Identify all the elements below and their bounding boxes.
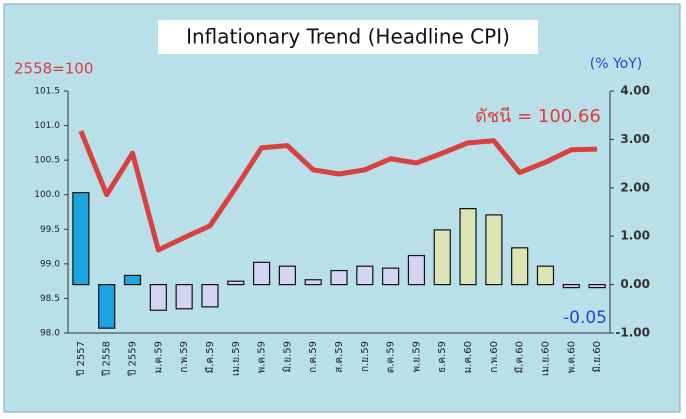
x-tick-label: ม.ค.60	[463, 341, 474, 373]
x-tick-label: ธ.ค.59	[437, 341, 448, 373]
x-tick-label: ส.ค.59	[334, 341, 345, 373]
bar	[382, 267, 400, 286]
y-tick-label: 98.5	[40, 294, 60, 304]
bar	[123, 274, 142, 286]
bar	[175, 284, 193, 310]
bar	[98, 284, 116, 329]
x-tick-label: ก.พ.60	[489, 341, 500, 373]
y-tick-label: 98.0	[40, 329, 60, 339]
y-tick-label: 100.5	[34, 156, 60, 166]
x-tick-label: เม.ย.60	[540, 341, 551, 376]
bar	[459, 208, 477, 286]
y2-tick-label: 1.00	[620, 229, 650, 243]
y2-tick-label: 2.00	[620, 180, 650, 194]
bar	[485, 214, 503, 286]
y-tick-label: 101.0	[34, 121, 60, 131]
x-tick-label: มี.ค.60	[514, 341, 526, 373]
x-tick-label: ปี 2559	[127, 341, 139, 377]
bar	[536, 265, 555, 286]
annotation: ดัชนี = 100.66	[475, 106, 601, 127]
chart-title: Inflationary Trend (Headline CPI)	[186, 25, 510, 49]
background	[3, 3, 681, 413]
bar	[588, 284, 606, 289]
y2-tick-label: 4.00	[620, 84, 650, 98]
x-tick-label: ปี 2558	[101, 341, 113, 377]
bar	[433, 229, 451, 286]
x-tick-label: พ.ย.59	[411, 341, 422, 373]
x-tick-label: มิ.ย.60	[592, 341, 603, 373]
x-tick-label: ปี 2557	[75, 341, 87, 377]
line	[78, 130, 598, 253]
x-tick-label: ต.ค.59	[386, 341, 397, 373]
bar	[330, 269, 348, 286]
bar	[511, 247, 529, 286]
annotation: -0.05	[563, 308, 607, 328]
y-axis-label: 2558=100	[14, 60, 93, 78]
x-tick-label: ก.ย.59	[360, 341, 371, 372]
title-box	[158, 20, 538, 54]
y-tick-label: 100.0	[34, 190, 60, 200]
bar	[304, 279, 322, 286]
x-tick-label: มี.ค.59	[204, 341, 216, 373]
x-tick-label: ก.ค.59	[308, 341, 319, 373]
x-tick-label: พ.ค.59	[257, 341, 268, 373]
bar	[201, 284, 219, 308]
x-tick-label: เม.ย.59	[231, 341, 242, 376]
y-tick-label: 101.5	[34, 87, 60, 97]
x-tick-label: มิ.ย.59	[282, 341, 293, 373]
y2-axis-label: (% YoY)	[590, 56, 643, 72]
x-tick-label: ม.ค.59	[153, 341, 164, 373]
y-tick-label: 99.0	[40, 259, 60, 269]
bar	[252, 261, 271, 286]
bar	[562, 284, 580, 289]
bar	[356, 265, 374, 286]
x-tick-label: พ.ค.60	[566, 341, 577, 373]
bar	[407, 254, 426, 286]
bar	[278, 265, 296, 286]
y2-tick-label: 0.00	[620, 277, 650, 291]
y2-tick-label: -1.00	[615, 326, 650, 340]
bar	[227, 280, 245, 286]
y-tick-label: 99.5	[40, 225, 60, 235]
bar	[149, 284, 167, 311]
bar	[72, 192, 90, 286]
y2-tick-label: 3.00	[620, 132, 650, 146]
x-tick-label: ก.พ.59	[179, 341, 190, 373]
